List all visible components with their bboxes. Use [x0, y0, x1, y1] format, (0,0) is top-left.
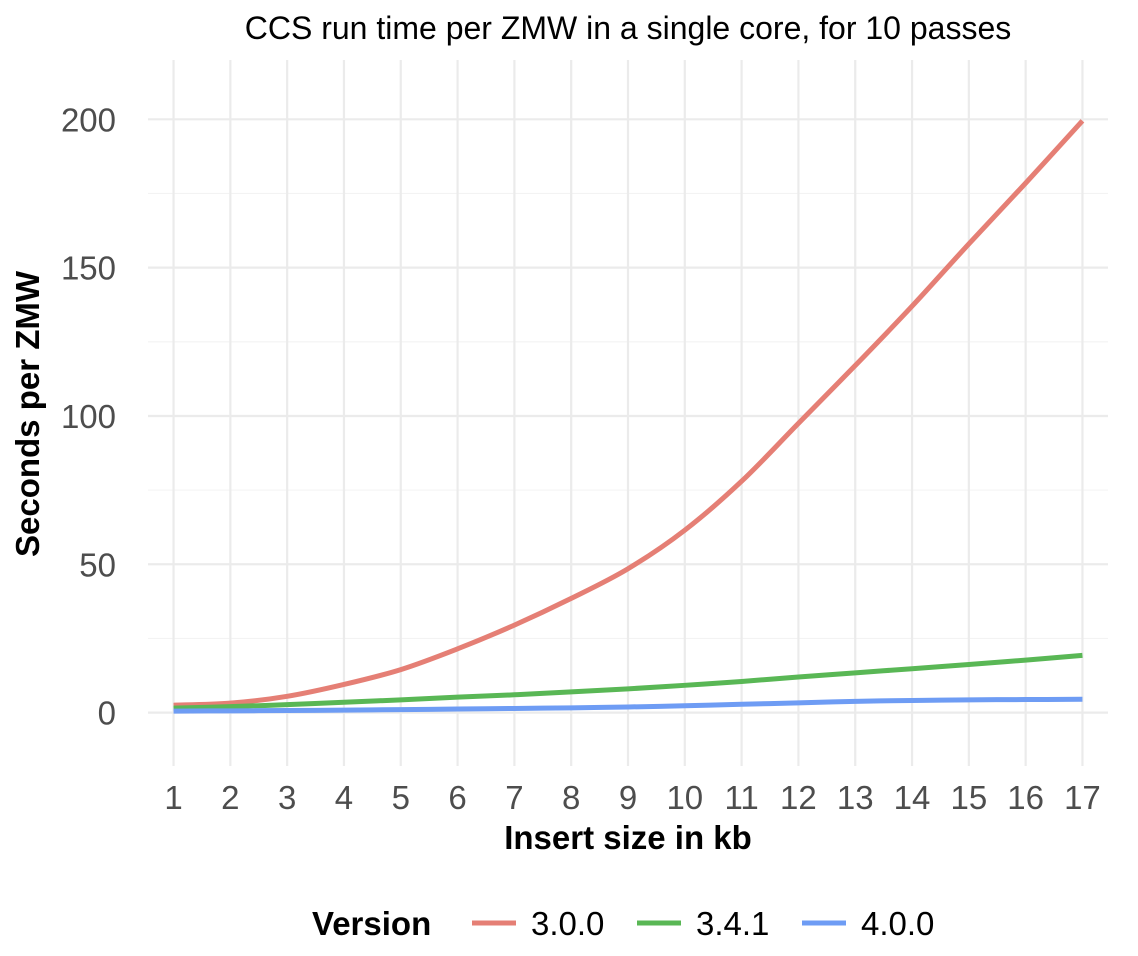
x-axis-ticks: 1 2 3 4 5 6 7 8 9 10 11 12 13 14 15 16 17 [164, 779, 1100, 816]
legend-label-3-0-0: 3.0.0 [531, 905, 604, 942]
x-tick-label: 7 [505, 779, 523, 816]
x-tick-label: 5 [392, 779, 410, 816]
x-tick-label: 13 [837, 779, 874, 816]
y-axis-ticks: 0 50 100 150 200 [61, 101, 116, 731]
x-tick-label: 8 [562, 779, 580, 816]
y-tick-label: 100 [61, 398, 116, 435]
y-tick-label: 0 [98, 695, 116, 732]
x-tick-label: 16 [1007, 779, 1044, 816]
x-tick-label: 15 [950, 779, 987, 816]
x-tick-label: 6 [448, 779, 466, 816]
legend: Version 3.0.0 3.4.1 4.0.0 [312, 905, 934, 942]
x-tick-label: 14 [894, 779, 931, 816]
x-tick-label: 17 [1064, 779, 1101, 816]
legend-title: Version [312, 905, 431, 942]
x-tick-label: 2 [221, 779, 239, 816]
x-tick-label: 3 [278, 779, 296, 816]
y-tick-label: 200 [61, 101, 116, 138]
x-tick-label: 12 [780, 779, 817, 816]
legend-label-3-4-1: 3.4.1 [696, 905, 769, 942]
y-tick-label: 50 [79, 546, 116, 583]
x-tick-label: 4 [335, 779, 353, 816]
legend-label-4-0-0: 4.0.0 [861, 905, 934, 942]
grid [148, 60, 1108, 766]
x-tick-label: 10 [666, 779, 703, 816]
series-line-3-4-1 [173, 652, 1083, 711]
series-line-4-0-0 [173, 696, 1083, 714]
x-axis-label: Insert size in kb [504, 819, 752, 856]
x-tick-label: 1 [164, 779, 182, 816]
x-tick-label: 11 [724, 779, 758, 816]
chart-title: CCS run time per ZMW in a single core, f… [245, 10, 1012, 46]
series-lines [173, 119, 1085, 714]
x-tick-label: 9 [619, 779, 637, 816]
series-line-3-0-0 [173, 119, 1085, 708]
y-tick-label: 150 [61, 250, 116, 287]
y-axis-label: Seconds per ZMW [9, 270, 46, 557]
